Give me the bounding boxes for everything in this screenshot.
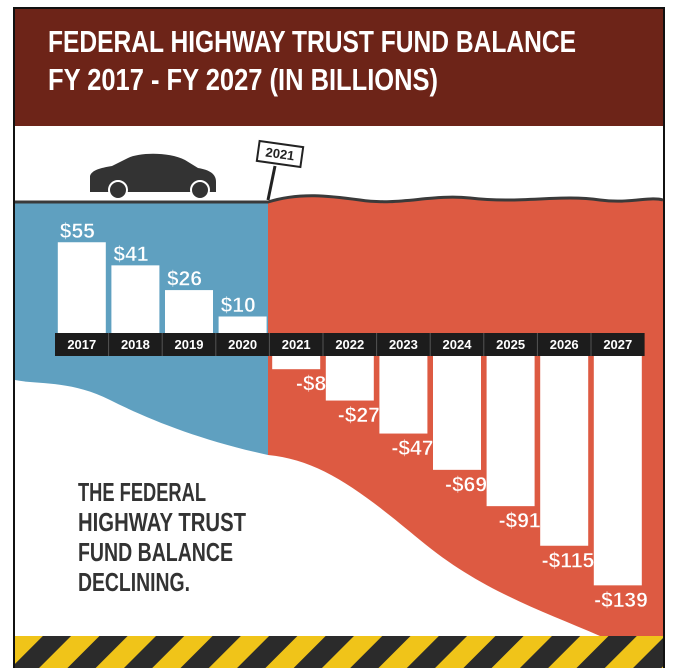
chart-title: FEDERAL HIGHWAY TRUST FUND BALANCE [48, 24, 576, 59]
infographic: FEDERAL HIGHWAY TRUST FUND BALANCE FY 20… [0, 0, 676, 668]
value-label: $55 [60, 220, 95, 243]
value-label: $10 [221, 294, 256, 317]
chart-subtitle: FY 2017 - FY 2027 (IN BILLIONS) [48, 62, 438, 97]
value-label: -$91 [499, 510, 541, 533]
x-tick-label: 2017 [67, 337, 96, 352]
value-label: -$139 [594, 589, 648, 612]
annotation-line: FUND BALANCE [78, 537, 233, 567]
annotation-line: HIGHWAY TRUST [78, 507, 246, 537]
x-tick-label: 2027 [603, 337, 632, 352]
hazard-stripes [15, 636, 663, 668]
bar [540, 356, 588, 546]
value-label: -$115 [542, 549, 595, 572]
x-tick-label: 2022 [335, 337, 364, 352]
bar [165, 290, 213, 333]
bar [111, 265, 159, 333]
bar [433, 356, 481, 470]
annotation-line: THE FEDERAL [78, 477, 206, 507]
bar [58, 242, 106, 333]
bar [487, 356, 535, 506]
value-label: -$69 [445, 473, 487, 496]
x-tick-label: 2021 [282, 337, 311, 352]
bar [594, 356, 642, 585]
bar [326, 356, 374, 401]
value-label: -$27 [338, 404, 380, 427]
bar [379, 356, 427, 434]
car-wheel [109, 181, 127, 199]
car-wheel [191, 181, 209, 199]
x-tick-label: 2024 [443, 337, 473, 352]
bar [272, 356, 320, 369]
bar [219, 317, 267, 334]
x-tick-label: 2018 [121, 337, 150, 352]
annotation-line: DECLINING. [78, 567, 190, 597]
x-tick-label: 2023 [389, 337, 418, 352]
x-tick-label: 2026 [550, 337, 579, 352]
value-label: -$8 [296, 373, 327, 396]
value-label: $41 [113, 243, 148, 266]
x-tick-label: 2019 [175, 337, 204, 352]
value-label: -$47 [391, 437, 433, 460]
value-label: $26 [167, 268, 202, 291]
x-tick-label: 2020 [228, 337, 257, 352]
x-tick-label: 2025 [496, 337, 525, 352]
